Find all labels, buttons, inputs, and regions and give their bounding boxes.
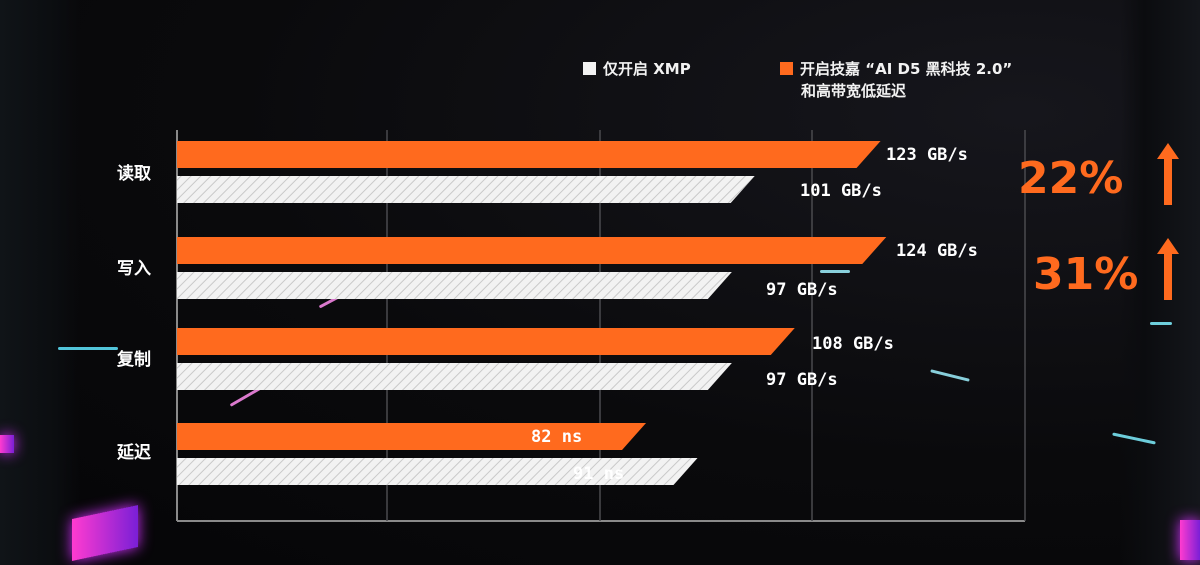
category-label-write: 写入 (117, 259, 151, 279)
bar-ai-d5-0 (177, 141, 881, 168)
value-label-write-xmp: 97 GB/s (766, 280, 838, 300)
category-label-copy: 复制 (117, 350, 151, 370)
category-label-latency: 延迟 (117, 443, 151, 463)
legend-label-ai-d5-line2: 和高带宽低延迟 (801, 82, 907, 100)
neon-glow (1180, 520, 1200, 560)
legend-label-ai-d5-line1: 开启技嘉 “AI D5 黑科技 2.0” (800, 60, 1013, 78)
legend-swatch-orange (780, 62, 793, 75)
arrow-up-icon (1157, 143, 1179, 205)
bar-xmp-2 (177, 363, 732, 390)
bar-xmp-3 (177, 458, 698, 485)
background-panel-left (0, 0, 80, 565)
value-label-copy-xmp: 97 GB/s (766, 370, 838, 390)
bar-xmp-0 (177, 176, 755, 203)
legend-swatch-white (583, 62, 596, 75)
background-panel-right (1120, 0, 1200, 565)
value-label-latency-xmp: 91 ns (573, 464, 625, 484)
value-label-latency-ai: 82 ns (531, 427, 583, 447)
category-label-read: 读取 (117, 164, 151, 184)
bar-ai-d5-2 (177, 328, 795, 355)
bar-series (177, 141, 887, 485)
neon-glow (0, 435, 14, 453)
light-streak (820, 270, 850, 273)
arrow-up-icon (1157, 238, 1179, 300)
write-improvement-percent: 31% (1033, 249, 1139, 300)
value-label-copy-ai: 108 GB/s (812, 334, 894, 354)
legend-item-ai-d5: 开启技嘉 “AI D5 黑科技 2.0” (780, 58, 1012, 80)
light-streak (58, 347, 118, 350)
value-label-write-ai: 124 GB/s (896, 241, 978, 261)
legend-item-xmp: 仅开启 XMP (583, 58, 691, 80)
bar-xmp-1 (177, 272, 732, 299)
bar-ai-d5-3 (177, 423, 647, 450)
light-streak (1150, 322, 1172, 325)
value-label-read-ai: 123 GB/s (886, 145, 968, 165)
read-improvement-percent: 22% (1018, 153, 1124, 204)
value-label-read-xmp: 101 GB/s (800, 181, 882, 201)
legend-item-ai-d5-line2: 和高带宽低延迟 (801, 80, 906, 102)
bar-ai-d5-1 (177, 237, 887, 264)
legend-label-xmp: 仅开启 XMP (603, 60, 691, 78)
